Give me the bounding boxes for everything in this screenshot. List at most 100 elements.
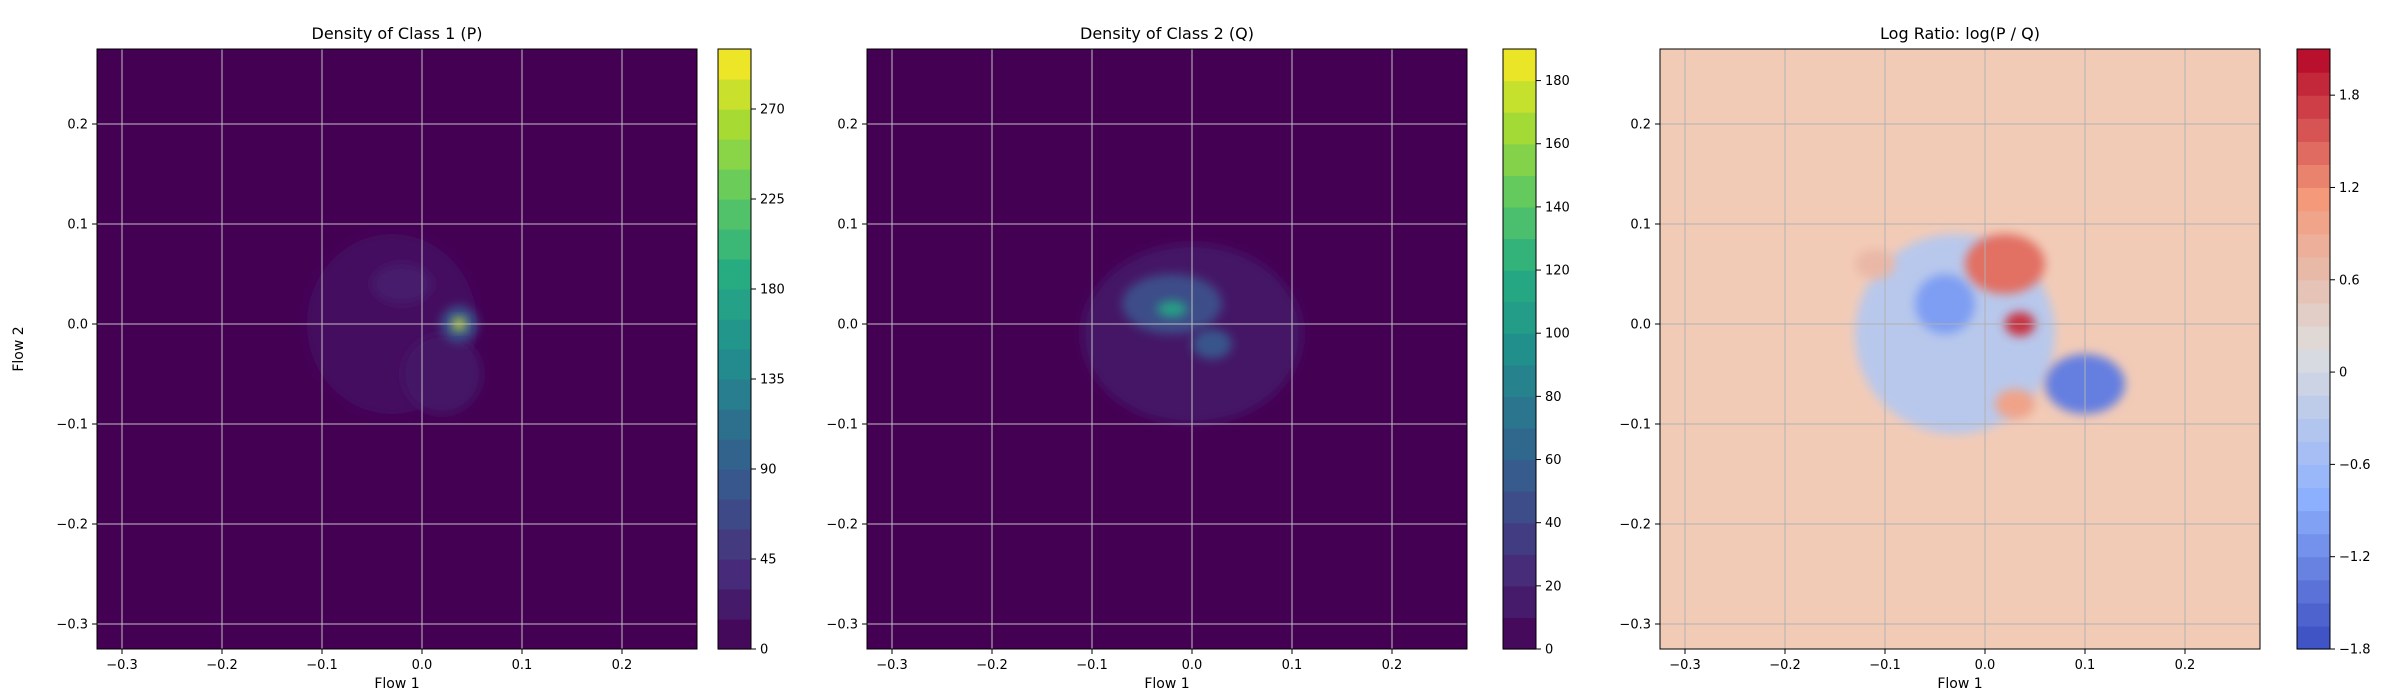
x-tick-label: 0.2 — [1382, 658, 1403, 673]
colorbar-segment — [2297, 579, 2330, 604]
colorbar-segment — [718, 409, 751, 440]
colorbar-tick-label: 120 — [1545, 264, 1570, 279]
colorbar-tick-label: 0 — [2339, 366, 2347, 381]
colorbar-segment — [2297, 325, 2330, 350]
colorbar-segment — [1503, 427, 1536, 461]
colorbar-tick-label: 140 — [1545, 200, 1570, 215]
colorbar-segment — [718, 109, 751, 140]
colorbar-segment — [718, 349, 751, 380]
colorbar-segment — [718, 169, 751, 200]
colorbar-tick-label: 0 — [1545, 643, 1553, 658]
colorbar-segment — [1503, 333, 1536, 366]
colorbar-tick-label: 180 — [760, 283, 785, 298]
density-blob — [1915, 274, 1975, 334]
colorbar-tick-label: −1.8 — [2339, 643, 2371, 658]
panel-2: −0.3 −0.2 −0.1 0.0 0.1 0.2 −0.3 −0.2 −0.1 0.0 0.1 0… — [826, 24, 1569, 692]
colorbar-frame — [1502, 48, 1537, 650]
colorbar-segment — [718, 259, 751, 290]
colorbar: 0 45 90 135 180 225 270 — [717, 48, 785, 658]
y-tick-label: 0.0 — [67, 318, 88, 333]
colorbar-segment — [718, 469, 751, 500]
colorbar-segment — [1503, 143, 1536, 176]
x-tick-label: 0.0 — [1182, 658, 1203, 673]
colorbar-segment — [1503, 617, 1536, 650]
x-tick-label: 0.2 — [612, 658, 633, 673]
colorbar-segment — [1503, 491, 1536, 524]
x-tick-label: 0.2 — [2175, 658, 2196, 673]
colorbar-segment — [1503, 206, 1536, 240]
colorbar-segment — [718, 379, 751, 410]
colorbar-segment — [2297, 256, 2330, 281]
colorbar-tick-label: 1.2 — [2339, 181, 2360, 196]
panel-1: −0.3 −0.2 −0.1 0.0 0.1 0.2 −0.3 −0.2 −0.1 0.0 0.1 0… — [11, 24, 785, 692]
x-tick-label: −0.2 — [206, 658, 238, 673]
colorbar-segment — [718, 49, 751, 80]
colorbar-tick-label: 225 — [760, 193, 785, 208]
y-tick-label: −0.3 — [1619, 618, 1651, 633]
y-tick-label: −0.1 — [1619, 418, 1651, 433]
colorbar-segment — [2297, 210, 2330, 235]
colorbar-segment — [2297, 164, 2330, 189]
colorbar-segment — [1503, 80, 1536, 113]
colorbar-segment — [1503, 585, 1536, 619]
x-tick-label: −0.1 — [1869, 658, 1901, 673]
colorbar-segment — [718, 199, 751, 230]
colorbar-segment — [1503, 364, 1536, 397]
x-tick-label: −0.2 — [976, 658, 1008, 673]
y-tick-label: −0.2 — [1619, 518, 1651, 533]
density-blob — [1157, 301, 1187, 317]
colorbar-segment — [1503, 49, 1536, 82]
y-axis-label: Flow 2 — [11, 326, 27, 371]
colorbar-segment — [718, 559, 751, 590]
colorbar-segment — [2297, 302, 2330, 327]
colorbar-segment — [2297, 395, 2330, 419]
x-axis-label: Flow 1 — [1144, 676, 1189, 692]
colorbar-segment — [1503, 522, 1536, 555]
colorbar-tick-label: 135 — [760, 373, 785, 388]
colorbar-tick-label: 180 — [1545, 74, 1570, 89]
chart-title: Density of Class 1 (P) — [312, 24, 483, 43]
colorbar-tick-label: 0.6 — [2339, 273, 2360, 288]
colorbar-tick-label: −1.2 — [2339, 550, 2371, 565]
colorbar-segment — [2297, 72, 2330, 96]
colorbar-frame — [717, 48, 752, 650]
y-tick-label: −0.2 — [56, 518, 88, 533]
colorbar-tick-label: 60 — [1545, 453, 1562, 468]
y-tick-label: 0.1 — [837, 218, 858, 233]
colorbar-tick-label: 100 — [1545, 327, 1570, 342]
colorbar-tick-label: 1.8 — [2339, 89, 2360, 104]
density-blob — [1192, 329, 1232, 359]
colorbar-segment — [1503, 175, 1536, 208]
colorbar-segment — [1503, 554, 1536, 587]
colorbar-segment — [1503, 459, 1536, 492]
colorbar-segment — [1503, 270, 1536, 303]
colorbar-segment — [1503, 112, 1536, 145]
y-tick-label: 0.2 — [67, 118, 88, 133]
y-tick-label: 0.1 — [1630, 218, 1651, 233]
density-blob — [402, 334, 482, 414]
colorbar-frame — [2296, 48, 2331, 650]
x-tick-label: −0.3 — [1669, 658, 1701, 673]
y-tick-label: −0.1 — [56, 418, 88, 433]
colorbar-segment — [2297, 625, 2330, 650]
colorbar-segment — [2297, 279, 2330, 304]
colorbar-tick-label: 20 — [1545, 579, 1562, 594]
colorbar-segment — [718, 619, 751, 650]
colorbar-segment — [1503, 301, 1536, 334]
x-axis-label: Flow 1 — [374, 676, 419, 692]
density-blob — [1965, 234, 2045, 294]
chart-title: Density of Class 2 (Q) — [1080, 24, 1254, 43]
colorbar-segment — [2297, 372, 2330, 396]
colorbar-tick-label: 40 — [1545, 516, 1562, 531]
colorbar-segment — [718, 289, 751, 320]
colorbar-tick-label: 270 — [760, 103, 785, 118]
colorbar-segment — [2297, 349, 2330, 373]
y-tick-label: −0.2 — [826, 518, 858, 533]
colorbar-segment — [1503, 238, 1536, 271]
colorbar-segment — [2297, 141, 2330, 165]
axes-frame — [96, 48, 698, 650]
y-tick-label: 0.2 — [1630, 118, 1651, 133]
colorbar-segment — [2297, 49, 2330, 73]
density-layer — [1855, 234, 2125, 434]
